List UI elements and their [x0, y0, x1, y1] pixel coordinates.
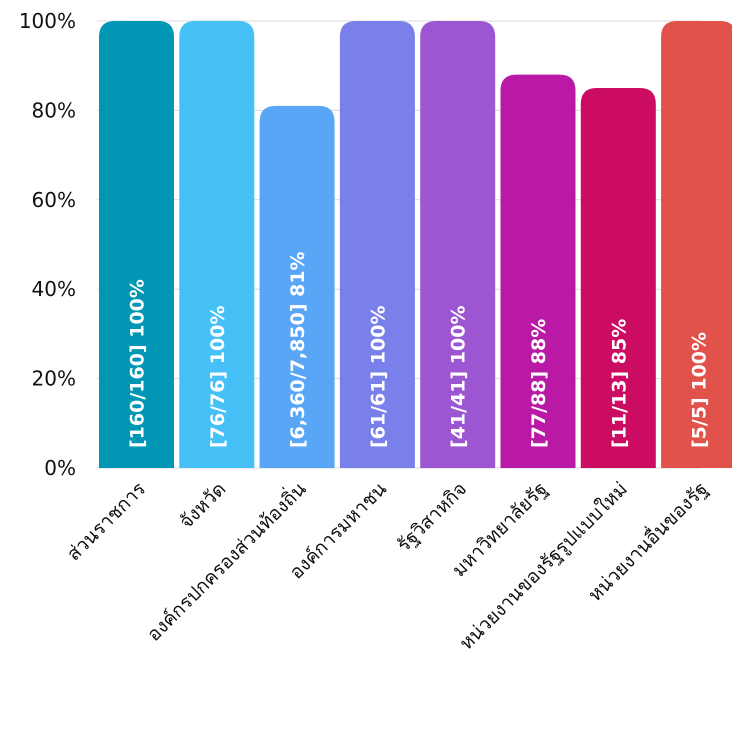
bar-data-label: [41/41] 100%	[448, 306, 470, 449]
bar-data-label: [6,360/7,850] 81%	[287, 251, 309, 448]
bar	[580, 88, 656, 469]
y-tick-label: 0%	[44, 456, 76, 480]
bar-data-label: [5/5] 100%	[689, 332, 711, 448]
bar	[500, 74, 576, 468]
bar-data-label: [61/61] 100%	[367, 305, 389, 448]
y-tick-label: 60%	[32, 188, 76, 212]
bar	[259, 105, 335, 469]
bar	[661, 21, 732, 468]
bars: [160/160] 100% [76/76] 100% [6,360/7,850] …	[99, 21, 732, 469]
y-tick-label: 80%	[32, 98, 76, 122]
y-tick-label: 20%	[32, 367, 76, 391]
bar-data-label: [160/160] 100%	[127, 279, 149, 448]
x-category-label: องค์กรปกครองส่วนท้องถิ่น	[141, 476, 311, 646]
x-category-label: หน่วยงานของรัฐรูปแบบใหม่	[455, 478, 631, 654]
y-axis-ticks: 0% 20% 40% 60% 80% 100%	[19, 9, 76, 480]
bar	[420, 21, 496, 468]
x-axis-categories: ส่วนราชการ จังหวัดองค์กรปกครองส่วนท้องถิ่…	[63, 476, 712, 655]
x-category-label: รัฐวิสาหกิจ	[393, 478, 471, 556]
x-category-label: จังหวัด	[175, 478, 230, 533]
bar-data-label: [11/13] 85%	[608, 319, 630, 448]
bar-data-label: [76/76] 100%	[207, 306, 229, 449]
bar	[339, 21, 415, 468]
bar	[99, 21, 174, 468]
y-tick-label: 40%	[32, 277, 76, 301]
bar	[179, 21, 255, 468]
x-category-label: ส่วนราชการ	[63, 478, 150, 565]
y-tick-label: 100%	[19, 9, 76, 33]
bar-data-label: [77/88] 88%	[528, 319, 550, 448]
